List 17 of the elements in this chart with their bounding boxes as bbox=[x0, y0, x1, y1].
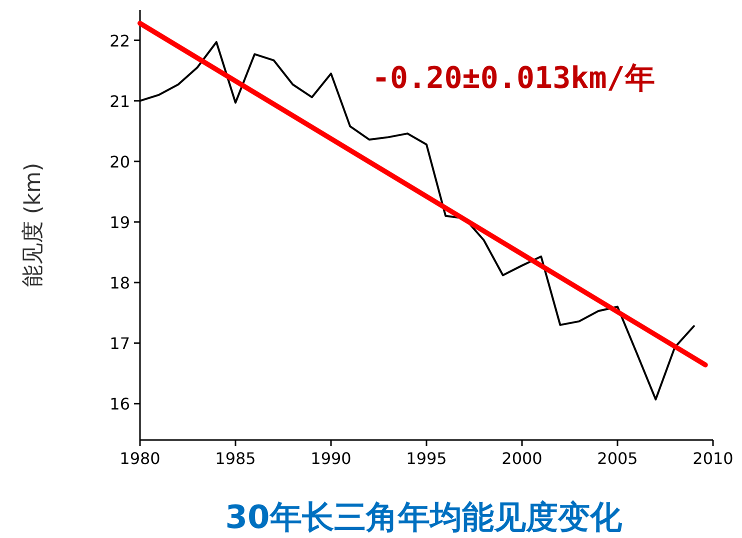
y-tick-label: 20 bbox=[110, 152, 130, 172]
x-tick-label: 1995 bbox=[406, 449, 447, 468]
y-tick-label: 18 bbox=[110, 274, 130, 293]
y-tick-label: 16 bbox=[110, 394, 130, 414]
y-axis-title: 能见度 (km) bbox=[21, 162, 46, 288]
y-tick-label: 21 bbox=[110, 92, 130, 111]
y-tick-label: 17 bbox=[110, 334, 130, 354]
annotation: -0.20±0.013km/年 bbox=[372, 61, 655, 96]
x-tick-label: 2000 bbox=[502, 449, 542, 468]
x-tick-label: 1980 bbox=[120, 449, 160, 468]
y-tick-label: 22 bbox=[110, 31, 130, 50]
x-tick-label: 1990 bbox=[310, 449, 352, 468]
x-tick-label: 2010 bbox=[692, 449, 734, 468]
x-tick-label: 1985 bbox=[215, 449, 256, 468]
y-tick-label: 19 bbox=[110, 212, 130, 232]
x-tick-label: 2005 bbox=[597, 449, 638, 468]
text: 30年长三角年均能见度变化 bbox=[225, 498, 623, 536]
